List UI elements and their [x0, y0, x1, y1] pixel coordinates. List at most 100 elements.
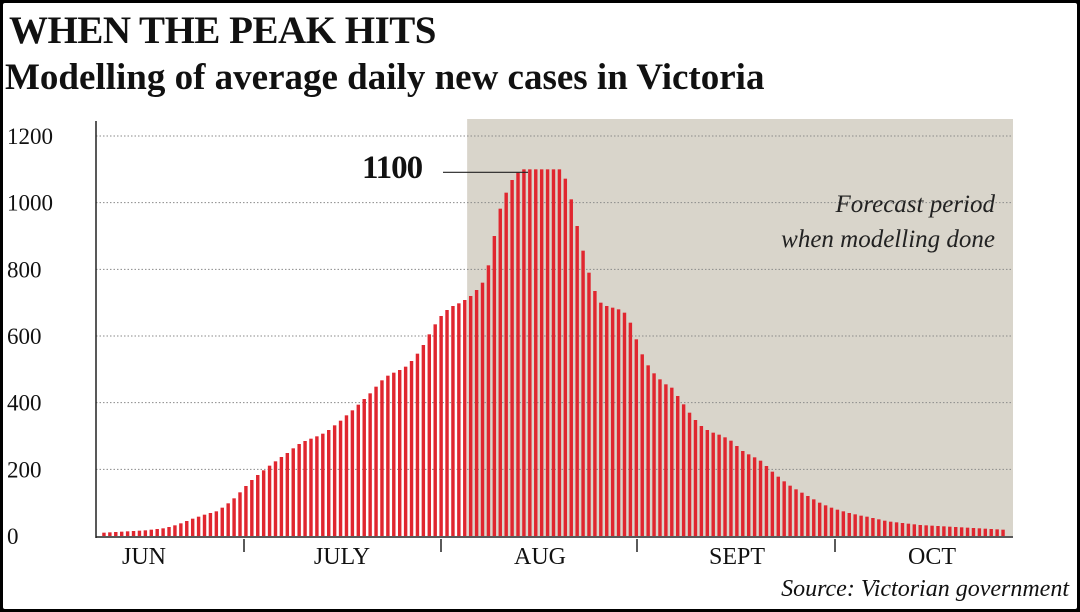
bar	[457, 303, 461, 536]
bars	[102, 169, 1005, 537]
bar	[244, 486, 248, 536]
bar	[959, 527, 964, 536]
bar	[161, 528, 165, 536]
bar	[995, 529, 999, 536]
bar	[539, 169, 544, 536]
bar	[640, 354, 644, 536]
bar	[817, 502, 822, 536]
bar	[729, 440, 733, 536]
bar	[415, 353, 420, 536]
bar	[137, 530, 142, 536]
bar	[155, 529, 159, 536]
bar	[782, 481, 786, 536]
month-label: OCT	[908, 544, 956, 570]
bar	[380, 380, 384, 536]
bar	[664, 384, 668, 536]
bar	[551, 169, 556, 536]
bar	[924, 525, 928, 536]
bar	[149, 529, 153, 536]
peak-label: 1100	[362, 150, 423, 186]
bar	[681, 404, 686, 536]
bar	[362, 399, 366, 536]
bar	[847, 513, 851, 536]
bar	[646, 365, 650, 536]
bar	[758, 460, 763, 536]
chart-frame: WHEN THE PEAK HITS Modelling of average …	[3, 3, 1077, 609]
bar	[599, 302, 603, 536]
bar	[220, 507, 224, 536]
bar	[403, 366, 408, 536]
bar	[374, 386, 378, 536]
bar	[723, 437, 727, 536]
bar	[285, 453, 290, 536]
bar	[350, 410, 355, 536]
bar	[800, 492, 804, 536]
bar	[693, 420, 698, 536]
bar	[770, 471, 775, 536]
y-tick-label: 1000	[7, 191, 53, 216]
bar	[906, 523, 911, 536]
bar	[409, 361, 414, 536]
bar	[593, 291, 597, 536]
bar	[196, 516, 201, 536]
bar	[676, 396, 680, 536]
bar	[392, 372, 396, 536]
bar	[605, 306, 609, 536]
bar	[575, 226, 579, 536]
bar	[232, 498, 236, 536]
y-tick-label: 400	[7, 391, 42, 416]
bar	[261, 470, 266, 536]
bar	[918, 525, 922, 536]
bar	[806, 496, 810, 536]
bar	[143, 530, 148, 536]
bar	[829, 507, 834, 536]
bar	[173, 525, 177, 536]
forecast-label-line-1: Forecast period	[835, 191, 996, 218]
bar	[930, 525, 934, 536]
bar	[202, 514, 207, 536]
bar	[522, 169, 526, 536]
bar	[250, 480, 254, 536]
month-label: JULY	[314, 544, 370, 570]
bar	[439, 316, 443, 536]
bar	[883, 520, 887, 536]
bar	[433, 324, 437, 536]
y-tick-label: 0	[7, 524, 19, 549]
y-tick-label: 600	[7, 324, 42, 349]
bar	[788, 485, 792, 536]
bar	[752, 457, 757, 536]
bar	[746, 454, 751, 536]
bar	[427, 334, 431, 536]
bar	[463, 300, 467, 536]
bar	[1001, 529, 1005, 536]
bar	[853, 514, 857, 536]
bar	[948, 526, 952, 536]
bar	[486, 265, 491, 536]
bar	[468, 296, 473, 536]
bar	[741, 451, 745, 536]
y-tick-label: 200	[7, 457, 42, 482]
bar	[256, 475, 260, 536]
bar	[474, 290, 479, 536]
x-month-labels: JUN JULY AUG SEPT OCT	[122, 539, 956, 570]
bar	[445, 310, 449, 536]
bar	[794, 489, 798, 536]
bar	[622, 312, 627, 536]
bar	[687, 412, 692, 536]
bar	[557, 169, 562, 536]
source-note: Source: Victorian government	[781, 576, 1069, 602]
bar	[368, 393, 372, 536]
bar	[498, 208, 502, 537]
bar	[912, 524, 917, 536]
bar	[516, 172, 520, 537]
bar	[587, 272, 591, 536]
bar	[273, 461, 278, 536]
bar	[569, 199, 573, 536]
bar	[634, 339, 639, 536]
bar	[108, 532, 112, 536]
chart-subtitle: Modelling of average daily new cases in …	[5, 57, 765, 98]
bar	[309, 438, 313, 536]
chart-title: WHEN THE PEAK HITS	[9, 9, 436, 52]
bar	[315, 436, 319, 536]
bar	[776, 476, 780, 536]
